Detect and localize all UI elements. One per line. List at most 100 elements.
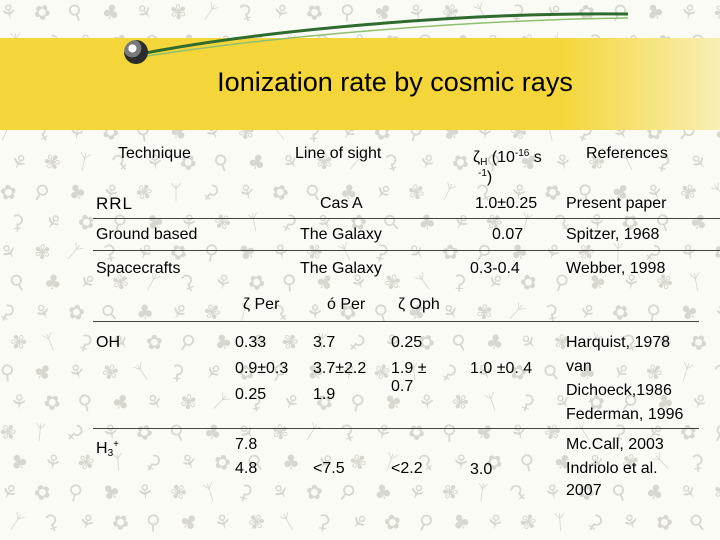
pattern-glyph: ⚲	[174, 327, 201, 357]
pattern-glyph: ᛉ	[130, 358, 154, 386]
pattern-glyph: ᛉ	[412, 268, 436, 296]
row-spacecraft-ref: Webber, 1998	[566, 260, 666, 277]
pattern-glyph: ♣	[5, 447, 33, 477]
h3-zper-1: 7.8	[235, 436, 258, 453]
h3-rate: 3.0	[470, 461, 493, 478]
pattern-glyph: ♣	[28, 357, 58, 387]
table-rule	[93, 218, 720, 219]
pattern-glyph: ✾	[514, 507, 543, 537]
pattern-glyph: ♣	[210, 327, 236, 357]
pattern-glyph: ✿	[131, 417, 158, 447]
pattern-glyph: ⚳	[437, 357, 462, 387]
pattern-glyph: ⚳	[336, 418, 359, 446]
pattern-glyph: ᛉ	[32, 419, 48, 445]
pattern-glyph: ⚘	[344, 507, 374, 537]
pattern-glyph: ⚘	[677, 238, 701, 266]
oh-zoph-1: 0.25	[391, 334, 423, 351]
pattern-glyph: ⚳	[381, 148, 402, 176]
pattern-glyph: ♣	[416, 208, 438, 236]
pattern-glyph: ⚘	[270, 238, 292, 266]
pattern-glyph: ✾	[276, 327, 304, 357]
pattern-glyph: ♣	[470, 417, 500, 447]
row-rrl-line: Cas A	[320, 195, 363, 212]
pattern-glyph: ⚘	[618, 507, 644, 537]
pattern-glyph: ᛉ	[707, 178, 720, 206]
pattern-glyph: ⚳	[61, 418, 89, 446]
pattern-glyph: ᛉ	[688, 269, 704, 295]
pattern-glyph: ⚘	[712, 299, 720, 325]
row-spacecraft-line: The Galaxy	[300, 260, 382, 277]
pattern-glyph: ⚲	[709, 418, 720, 446]
pattern-glyph: ♣	[371, 478, 395, 506]
h3-ref-2: Indriolo et al.	[566, 460, 658, 477]
oh-oper-2: 3.7±2.2	[313, 360, 367, 377]
oh-oper-1: 3.7	[313, 334, 336, 351]
pattern-glyph: ✾	[5, 327, 32, 357]
pattern-glyph: ✾	[270, 419, 290, 445]
pattern-glyph: ⚘	[573, 297, 601, 327]
pattern-glyph: ᛉ	[61, 238, 87, 266]
pattern-glyph: ⚘	[141, 387, 169, 417]
pattern-glyph: ⚳	[688, 449, 707, 475]
pattern-glyph: ✾	[380, 268, 404, 296]
pattern-glyph: ⚲	[145, 509, 162, 535]
oh-rate: 1.0 ±0. 4	[470, 360, 533, 377]
oh-zper-2: 0.9±0.3	[235, 360, 289, 377]
pattern-glyph: ⚘	[371, 417, 395, 447]
subheader-zeta-oph: ζ Oph	[398, 296, 440, 313]
pattern-glyph: ⚘	[135, 479, 155, 505]
pattern-glyph: ✾	[178, 389, 199, 415]
pattern-glyph: ⚳	[75, 328, 96, 356]
pattern-glyph: ⚘	[5, 147, 33, 177]
pattern-glyph: ⚘	[542, 478, 564, 506]
pattern-glyph: ⚘	[176, 447, 202, 477]
pattern-glyph: ᛉ	[207, 389, 233, 415]
pattern-glyph: ⚲	[517, 448, 537, 476]
pattern-glyph: ✾	[33, 239, 52, 265]
pattern-glyph: ⚲	[334, 478, 361, 506]
row-oh-technique: OH	[96, 334, 120, 351]
pattern-glyph: ⚳	[234, 478, 257, 506]
pattern-glyph: ✾	[164, 477, 193, 507]
pattern-glyph: ᛉ	[553, 509, 567, 535]
pattern-glyph: ♣	[484, 328, 506, 356]
pattern-glyph: ✾	[437, 477, 464, 507]
h3-zper-2: 4.8	[235, 460, 258, 477]
pattern-glyph: ♣	[643, 478, 667, 506]
pattern-glyph: ✿	[382, 508, 403, 536]
oh-oper-3: 1.9	[313, 386, 336, 403]
pattern-glyph: ᛉ	[245, 209, 263, 235]
pattern-glyph: ✾	[0, 417, 22, 447]
pattern-glyph: ⚘	[437, 297, 465, 327]
row-ground-line: The Galaxy	[300, 226, 382, 243]
pattern-glyph: ✾	[39, 147, 66, 177]
pattern-glyph: ᛉ	[200, 478, 220, 506]
header-line-of-sight: Line of sight	[295, 145, 382, 162]
pattern-glyph: ✿	[441, 239, 460, 265]
pattern-glyph: ⚲	[4, 267, 30, 297]
header-ionization-rate-cont: -1)	[478, 168, 493, 186]
pattern-glyph: ⚘	[266, 477, 296, 507]
row-rrl-rate: 1.0±0.25	[475, 195, 538, 212]
pattern-glyph: ♣	[447, 507, 475, 537]
pattern-glyph: ⚘	[417, 389, 437, 415]
pattern-glyph: ✿	[0, 179, 18, 205]
pattern-glyph: ⚘	[451, 449, 471, 475]
pattern-glyph: ✿	[145, 329, 163, 355]
pattern-glyph: ♣	[244, 147, 270, 177]
pattern-glyph: ⚳	[451, 269, 467, 295]
pattern-glyph: ✾	[98, 357, 123, 387]
pattern-glyph: ✿	[517, 268, 540, 296]
pattern-glyph: ⚘	[211, 508, 235, 536]
pattern-glyph: ⚲	[607, 478, 631, 506]
pattern-glyph: ⚲	[75, 388, 96, 416]
title-band	[0, 38, 720, 130]
pattern-glyph: ♣	[96, 477, 126, 507]
pattern-glyph: ᛉ	[676, 358, 696, 386]
pattern-glyph: ⚘	[74, 507, 100, 537]
pattern-glyph: ⚘	[0, 237, 24, 267]
row-spacecraft-technique: Spacecrafts	[96, 260, 181, 277]
pattern-glyph: ♣	[686, 207, 712, 237]
pattern-glyph: ⚲	[281, 269, 298, 295]
pattern-glyph: ⚳	[140, 447, 166, 477]
